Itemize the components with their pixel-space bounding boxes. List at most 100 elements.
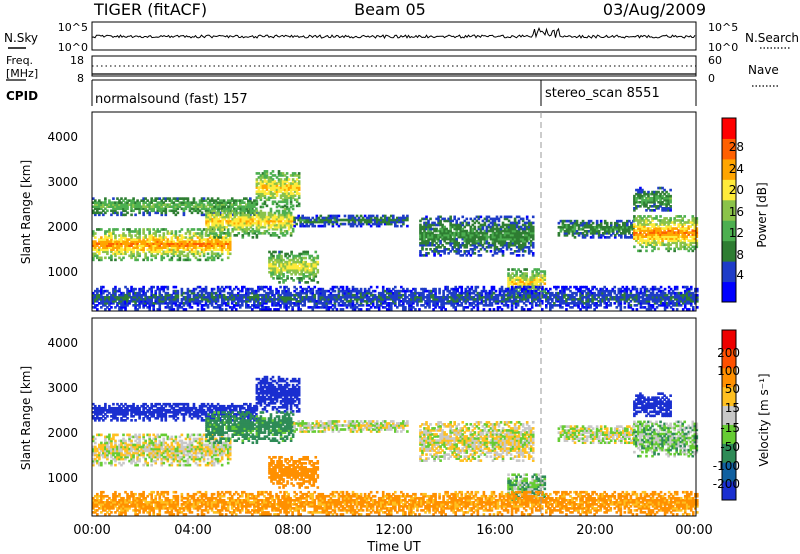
power-cell (527, 280, 530, 284)
power-cell (291, 306, 294, 309)
power-cell (465, 254, 469, 257)
power-cell (124, 209, 127, 213)
power-cell (637, 196, 640, 200)
power-cell (517, 290, 520, 294)
power-cell (162, 250, 166, 254)
power-cell (271, 213, 275, 217)
power-cell (102, 291, 105, 295)
power-cell (375, 220, 379, 224)
power-cell (307, 218, 311, 222)
power-cell (287, 215, 291, 219)
power-cell (319, 220, 323, 224)
power-cell (499, 233, 503, 237)
power-cell (473, 237, 477, 241)
power-cell (495, 237, 499, 241)
power-cell (537, 278, 541, 281)
power-cell (271, 202, 275, 206)
power-cell (212, 242, 216, 245)
power-cell (529, 276, 533, 279)
power-cell (469, 239, 473, 243)
power-cell (124, 297, 127, 301)
power-cell (170, 252, 174, 256)
power-cell (94, 289, 97, 293)
power-cell (667, 233, 670, 236)
power-cell (451, 233, 454, 237)
power-cell (289, 225, 293, 229)
power-cell (224, 203, 228, 207)
power-cell (224, 242, 228, 245)
power-cell (315, 289, 319, 293)
power-cell (285, 176, 289, 179)
power-cell (269, 207, 273, 211)
power-cell (461, 233, 465, 237)
power-cell (96, 248, 99, 252)
power-cell (280, 277, 283, 280)
power-cell (212, 258, 216, 262)
power-cell (281, 299, 284, 303)
power-cell (156, 299, 160, 303)
power-cell (451, 225, 454, 229)
power-cell (108, 308, 111, 311)
power-cell (92, 295, 95, 299)
power-cell (375, 224, 379, 228)
power-cell (559, 229, 563, 233)
power-cell (118, 244, 121, 247)
power-cell (519, 237, 523, 241)
power-cell (487, 219, 491, 223)
power-cell (212, 232, 216, 235)
power-cell (198, 258, 202, 262)
power-cell (124, 203, 127, 207)
power-cell (635, 200, 638, 204)
power-cell (521, 249, 525, 253)
power-cell (275, 205, 279, 209)
power-cell (306, 264, 310, 268)
power-cell (431, 243, 434, 247)
power-cell (96, 291, 99, 295)
power-cell (427, 239, 430, 243)
power-cell (243, 285, 246, 289)
power-cell (124, 252, 127, 256)
power-cell (237, 223, 241, 227)
power-cell (317, 287, 321, 291)
power-cell (689, 239, 693, 243)
power-cell (517, 215, 521, 219)
power-cell (263, 180, 267, 183)
power-cell (653, 245, 656, 249)
power-cell (96, 304, 99, 307)
power-cell (289, 174, 293, 177)
power-cell (92, 297, 95, 301)
power-cell (671, 241, 674, 245)
power-cell (335, 222, 339, 226)
power-cell (202, 242, 206, 245)
power-cell (243, 231, 247, 235)
power-cell (661, 196, 664, 200)
power-cell (645, 223, 648, 226)
power-cell (398, 216, 401, 220)
power-cell (643, 225, 646, 228)
power-cell (200, 308, 204, 311)
power-cell (521, 219, 525, 223)
power-cell (305, 289, 309, 293)
power-cell (655, 204, 658, 208)
power-cell (92, 244, 95, 247)
power-cell (108, 232, 111, 235)
power-cell (659, 227, 662, 230)
power-cell (685, 247, 689, 251)
power-cell (218, 293, 222, 297)
power-cell (679, 239, 683, 243)
power-cell (485, 235, 489, 239)
power-cell (206, 246, 210, 250)
power-cell (98, 297, 101, 301)
power-cell (152, 254, 156, 258)
power-cell (184, 242, 188, 245)
power-cell (347, 220, 351, 224)
power-cell (259, 217, 263, 221)
power-cell (213, 205, 216, 209)
power-cell (229, 207, 233, 211)
power-cell (351, 224, 355, 228)
power-cell (186, 289, 190, 293)
power-cell (200, 289, 204, 293)
power-cell (465, 217, 469, 221)
power-cell (639, 249, 642, 253)
power-cell (180, 201, 184, 204)
